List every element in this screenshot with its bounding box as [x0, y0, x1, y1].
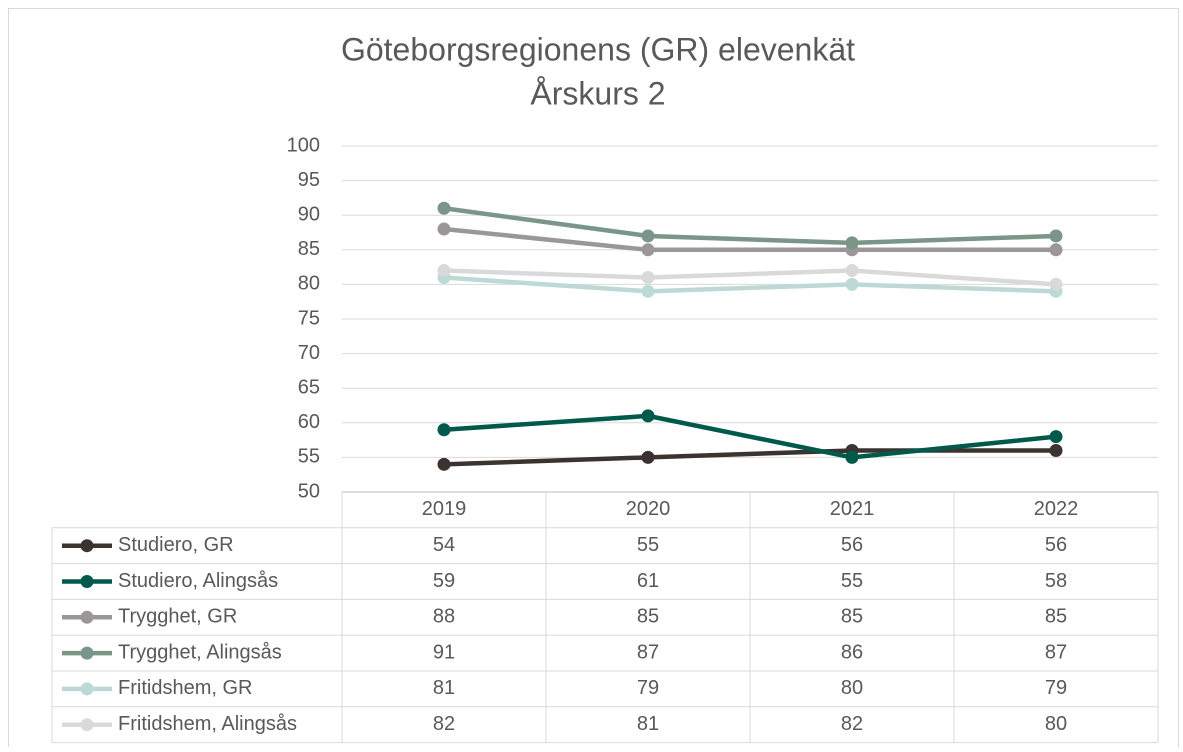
- data-point: [1049, 443, 1063, 457]
- data-point: [641, 409, 655, 423]
- y-tick-label: 90: [298, 203, 320, 225]
- data-point: [437, 222, 451, 236]
- data-point: [845, 264, 859, 278]
- table-value: 81: [433, 677, 455, 699]
- series-line: [443, 206, 1057, 246]
- table-value: 82: [841, 713, 863, 735]
- table-value: 91: [433, 641, 455, 663]
- table-value: 87: [637, 641, 659, 663]
- legend-marker: [80, 539, 94, 553]
- y-tick-label: 100: [287, 134, 320, 156]
- data-point: [641, 243, 655, 257]
- table-value: 79: [637, 677, 659, 699]
- series-line: [443, 413, 1057, 460]
- data-point: [437, 457, 451, 471]
- y-tick-label: 75: [298, 307, 320, 329]
- y-tick-label: 55: [298, 446, 320, 468]
- data-point: [437, 423, 451, 437]
- data-point: [437, 264, 451, 278]
- y-tick-label: 70: [298, 342, 320, 364]
- table-value: 86: [841, 641, 863, 663]
- table-value: 82: [433, 713, 455, 735]
- table-value: 59: [433, 570, 455, 592]
- data-point: [641, 450, 655, 464]
- legend-marker: [80, 575, 94, 588]
- chart-frame: [8, 8, 1179, 752]
- series-line: [443, 275, 1057, 294]
- table-value: 79: [1045, 677, 1067, 699]
- y-tick-label: 60: [298, 411, 320, 433]
- y-tick-label: 85: [298, 238, 320, 260]
- y-tick-label: 95: [298, 169, 320, 191]
- legend-label: Trygghet, Alingsås: [118, 641, 282, 663]
- x-tick-label: 2022: [1034, 498, 1079, 520]
- y-tick-label: 80: [298, 273, 320, 295]
- table-value: 85: [637, 606, 659, 628]
- table-value: 58: [1045, 570, 1067, 592]
- legend-label: Fritidshem, Alingsås: [118, 713, 297, 735]
- data-point: [845, 277, 859, 291]
- table-value: 56: [1045, 534, 1067, 556]
- table-value: 56: [841, 534, 863, 556]
- legend-marker: [80, 682, 94, 696]
- legend-marker: [80, 718, 94, 732]
- y-tick-label: 50: [298, 480, 320, 502]
- table-value: 81: [637, 713, 659, 735]
- data-point: [1049, 229, 1063, 243]
- y-tick-label: 65: [298, 376, 320, 398]
- x-tick-label: 2019: [422, 498, 467, 520]
- chart-title: Göteborgsregionens (GR) elevenkät: [341, 31, 855, 67]
- series-line: [443, 268, 1057, 287]
- table-value: 85: [1045, 606, 1067, 628]
- legend-label: Studiero, Alingsås: [118, 570, 278, 592]
- table-value: 88: [433, 606, 455, 628]
- legend-label: Trygghet, GR: [118, 606, 237, 628]
- x-tick-label: 2021: [830, 498, 875, 520]
- data-point: [641, 229, 655, 243]
- data-point: [845, 236, 859, 250]
- series-line: [443, 448, 1056, 467]
- table-value: 61: [637, 570, 659, 592]
- table-value: 54: [433, 534, 455, 556]
- table-value: 55: [841, 570, 863, 592]
- table-value: 80: [841, 677, 863, 699]
- table-value: 55: [637, 534, 659, 556]
- table-value: 85: [841, 606, 863, 628]
- table-value: 80: [1045, 713, 1067, 735]
- x-tick-label: 2020: [626, 498, 671, 520]
- data-point: [1049, 430, 1063, 444]
- data-point: [845, 450, 859, 464]
- legend-label: Fritidshem, GR: [118, 677, 252, 699]
- table-value: 87: [1045, 641, 1067, 663]
- chart-subtitle: Årskurs 2: [530, 75, 665, 111]
- legend-marker: [80, 646, 94, 660]
- series-line: [443, 226, 1056, 253]
- data-point: [641, 284, 655, 298]
- legend-label: Studiero, GR: [118, 534, 234, 556]
- data-point: [437, 201, 451, 215]
- data-point: [1049, 277, 1063, 291]
- data-point: [1049, 243, 1063, 257]
- data-point: [641, 270, 655, 284]
- legend-marker: [80, 610, 94, 624]
